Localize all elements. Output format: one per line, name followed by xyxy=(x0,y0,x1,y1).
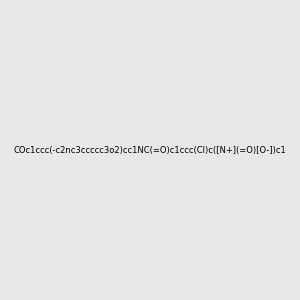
Text: COc1ccc(-c2nc3ccccc3o2)cc1NC(=O)c1ccc(Cl)c([N+](=O)[O-])c1: COc1ccc(-c2nc3ccccc3o2)cc1NC(=O)c1ccc(Cl… xyxy=(14,146,286,154)
